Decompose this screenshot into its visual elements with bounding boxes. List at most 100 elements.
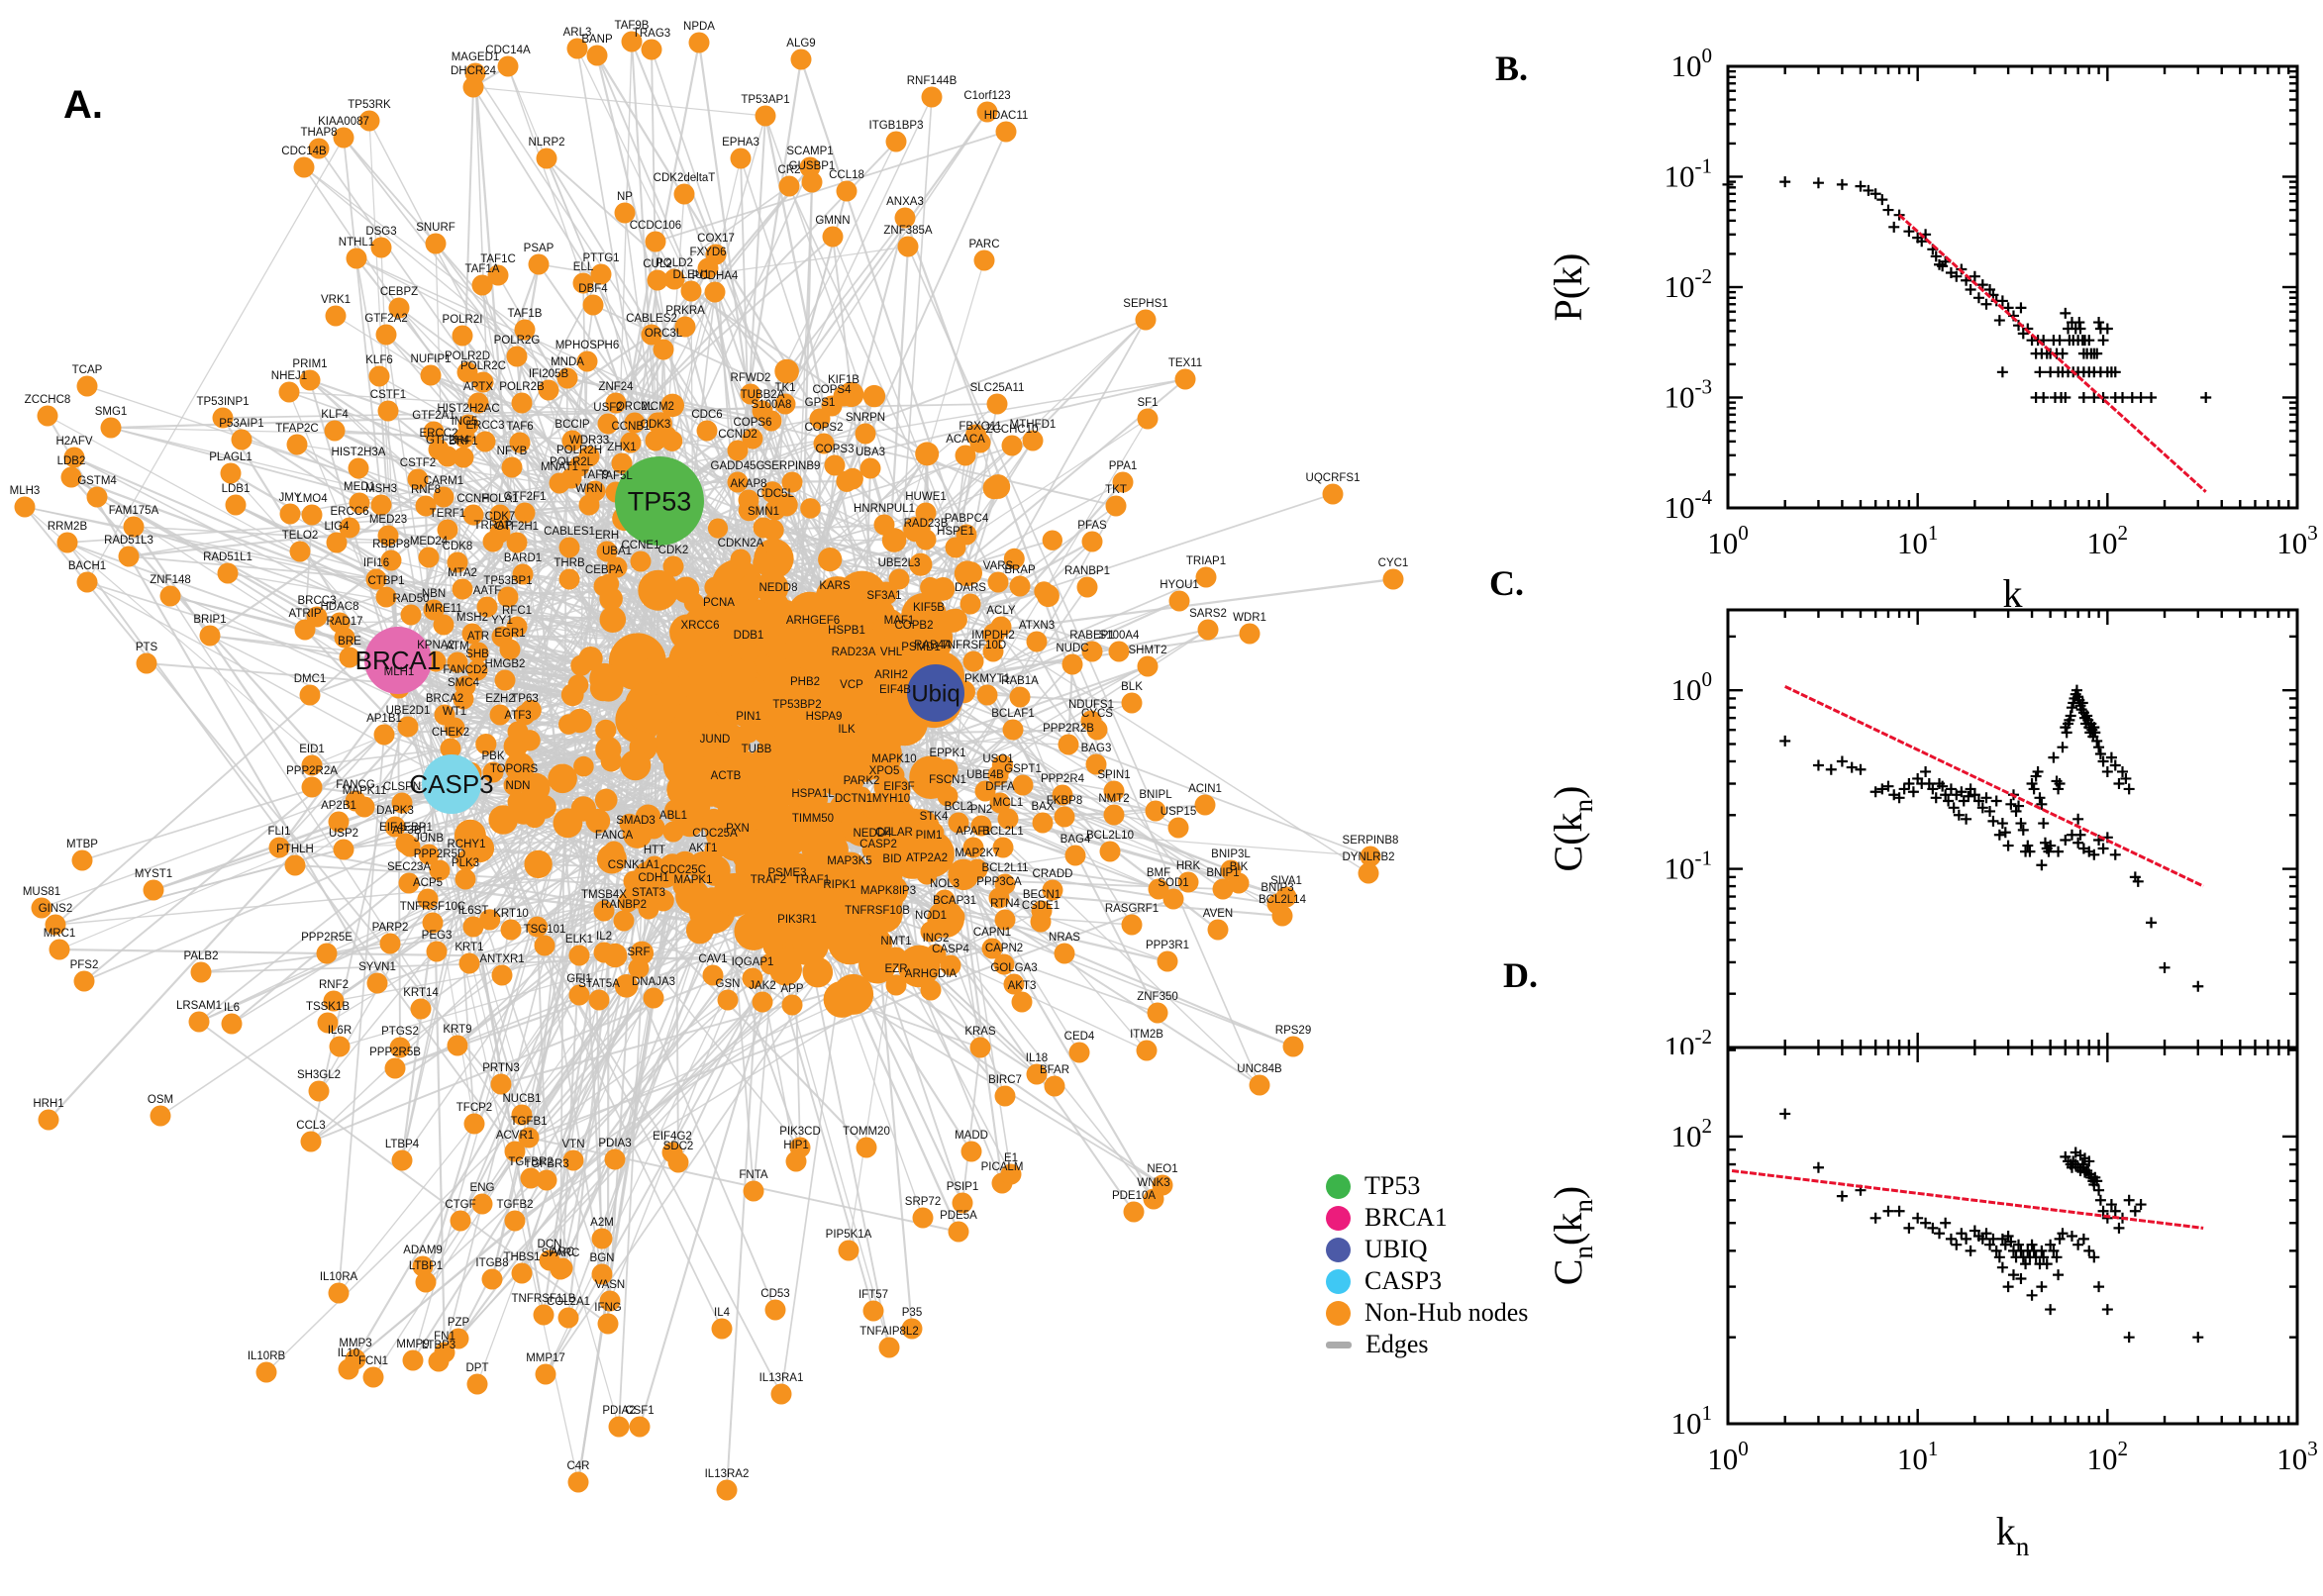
node-label: IL10RA <box>320 1271 358 1283</box>
network-node <box>1011 991 1033 1013</box>
network-node <box>629 1416 651 1438</box>
node-label: GSN <box>716 978 741 990</box>
network-node <box>463 1113 485 1135</box>
network-node <box>707 518 729 539</box>
node-label: POLR2L <box>550 456 594 468</box>
node-label: ANXA3 <box>886 196 924 208</box>
network-node <box>1174 368 1196 390</box>
network-node <box>1103 780 1125 802</box>
network-node <box>1249 1074 1270 1096</box>
node-label: ATR <box>467 631 489 643</box>
network-node <box>839 866 860 888</box>
network-node <box>334 627 355 648</box>
node-label: RNF144B <box>907 75 958 87</box>
node-label: TGFBR3 <box>524 1158 568 1170</box>
network-node <box>873 514 895 536</box>
network-node <box>1002 719 1024 741</box>
network-node <box>308 138 330 159</box>
network-node <box>423 421 445 443</box>
network-node <box>969 432 991 453</box>
node-label: DFFA <box>985 781 1015 793</box>
network-node <box>301 754 323 776</box>
network-node <box>1162 888 1184 910</box>
network-node <box>605 392 627 414</box>
network-node <box>1026 631 1048 652</box>
node-label: TIMM50 <box>792 813 834 825</box>
network-node <box>647 269 668 291</box>
node-label: CYCS <box>1081 708 1113 720</box>
node-label: PPA1 <box>1109 460 1138 472</box>
node-label: PSIP1 <box>947 1181 979 1193</box>
network-node <box>375 324 397 346</box>
node-label: ACLY <box>986 605 1016 617</box>
node-label: ACACA <box>946 434 985 446</box>
network-node <box>941 609 965 633</box>
network-node <box>614 974 639 998</box>
node-label: CRADD <box>1033 868 1073 880</box>
node-label: PARK2 <box>844 775 880 787</box>
node-label: RANBP1 <box>1064 565 1110 577</box>
node-label: NFYB <box>497 446 528 457</box>
network-node <box>661 655 684 679</box>
network-node <box>453 688 474 710</box>
node-label: SLC25A11 <box>970 382 1025 394</box>
node-label: ZNF148 <box>150 574 191 586</box>
node-label: CDK7 <box>485 511 516 523</box>
node-label: H2AFV <box>55 436 92 448</box>
network-node <box>1143 1188 1164 1210</box>
node-label: PPP3R1 <box>1146 940 1189 951</box>
network-node <box>220 462 242 484</box>
network-node <box>614 202 636 224</box>
network-node <box>625 826 647 848</box>
node-label: CCNH <box>456 493 489 505</box>
network-node <box>308 1080 330 1102</box>
node-label: PXN <box>726 823 750 835</box>
network-node <box>774 947 802 974</box>
node-label: PIN1 <box>736 711 761 723</box>
node-label: NPDA <box>683 21 715 33</box>
network-node <box>225 494 247 516</box>
node-label: TP53BP1 <box>483 575 532 587</box>
node-label: GTF2H1 <box>495 521 539 533</box>
network-node <box>1358 862 1379 884</box>
node-label: VASN <box>595 1279 625 1291</box>
node-label: BFAR <box>1040 1064 1069 1076</box>
network-node <box>767 811 796 840</box>
node-label: COPB2 <box>895 620 934 632</box>
node-label: TSG101 <box>524 924 566 936</box>
network-node <box>897 236 919 257</box>
node-label: JUND <box>700 734 731 746</box>
network-node <box>561 430 583 451</box>
node-label: STK4 <box>920 811 949 823</box>
node-label: TP53RK <box>348 99 391 111</box>
node-label: ING5 <box>452 416 478 428</box>
node-label: COPS3 <box>816 444 855 455</box>
network-node <box>754 723 775 745</box>
node-label: PTGS2 <box>381 1026 419 1038</box>
network-node <box>428 1350 450 1372</box>
network-node <box>533 1304 555 1326</box>
node-label: CDC5L <box>757 488 794 500</box>
network-node <box>997 808 1019 830</box>
network-node <box>667 1151 689 1173</box>
node-label: CDK2 <box>658 545 689 556</box>
network-node <box>217 562 239 584</box>
node-label: RNF2 <box>319 979 349 991</box>
network-node <box>989 792 1011 814</box>
node-label: UNC84B <box>1237 1063 1282 1075</box>
node-label: RAD23B <box>904 518 949 530</box>
node-label: ALG9 <box>786 38 815 50</box>
network-node <box>524 849 553 879</box>
network-node <box>458 952 480 974</box>
network-node <box>499 639 521 660</box>
network-node <box>590 263 612 285</box>
node-label: TMSB4X <box>581 889 627 901</box>
node-label: SERPINB8 <box>1343 835 1399 847</box>
y-tick-label: 100 <box>1670 667 1712 707</box>
network-node <box>489 704 511 726</box>
network-node <box>511 392 533 414</box>
node-label: MNDA <box>551 356 584 368</box>
network-node <box>878 1337 900 1358</box>
node-label: PDIA2 <box>602 1405 635 1417</box>
node-label: GTF2A2 <box>364 313 407 325</box>
